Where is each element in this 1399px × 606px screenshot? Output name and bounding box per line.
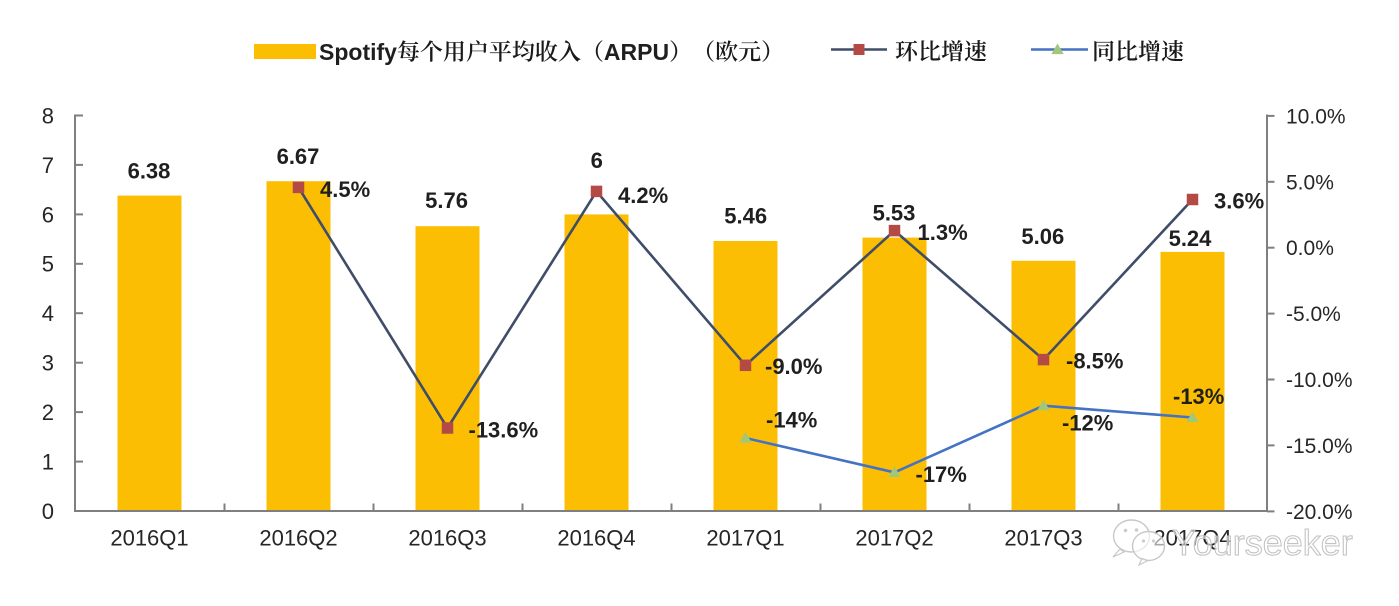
svg-text:5.76: 5.76 xyxy=(425,188,468,213)
svg-text:-8.5%: -8.5% xyxy=(1066,349,1123,374)
svg-text:7: 7 xyxy=(42,153,54,178)
svg-text:3.6%: 3.6% xyxy=(1214,188,1264,213)
svg-text:6: 6 xyxy=(591,148,603,173)
svg-text:ARPU: ARPU xyxy=(604,39,669,65)
svg-text:5: 5 xyxy=(42,252,54,277)
svg-text:10.0%: 10.0% xyxy=(1286,105,1346,128)
svg-text:4: 4 xyxy=(42,301,54,326)
svg-text:2: 2 xyxy=(42,400,54,425)
svg-text:2016Q4: 2016Q4 xyxy=(557,525,635,550)
svg-text:2017Q3: 2017Q3 xyxy=(1004,525,1082,550)
svg-text:-5.0%: -5.0% xyxy=(1286,303,1341,326)
svg-text:-12%: -12% xyxy=(1062,410,1113,435)
svg-text:-14%: -14% xyxy=(766,407,817,432)
svg-text:5.06: 5.06 xyxy=(1021,224,1064,249)
svg-text:6: 6 xyxy=(42,202,54,227)
svg-text:2016Q1: 2016Q1 xyxy=(110,525,188,550)
svg-text:2017Q2: 2017Q2 xyxy=(855,525,933,550)
svg-text:-9.0%: -9.0% xyxy=(765,354,822,379)
svg-text:3: 3 xyxy=(42,351,54,376)
svg-text:1.3%: 1.3% xyxy=(918,220,968,245)
svg-text:-10.0%: -10.0% xyxy=(1286,369,1353,392)
svg-text:-13.6%: -13.6% xyxy=(469,417,539,442)
svg-text:4.2%: 4.2% xyxy=(618,183,668,208)
svg-text:-15.0%: -15.0% xyxy=(1286,435,1353,458)
svg-text:2016Q2: 2016Q2 xyxy=(259,525,337,550)
svg-text:-13%: -13% xyxy=(1173,384,1224,409)
svg-text:0: 0 xyxy=(42,499,54,524)
svg-text:5.53: 5.53 xyxy=(873,201,916,226)
svg-text:2017Q1: 2017Q1 xyxy=(706,525,784,550)
svg-text:8: 8 xyxy=(42,103,54,128)
svg-text:5.0%: 5.0% xyxy=(1286,171,1334,194)
svg-text:0.0%: 0.0% xyxy=(1286,237,1334,260)
svg-text:1: 1 xyxy=(42,450,54,475)
svg-text:5.24: 5.24 xyxy=(1169,226,1213,251)
svg-text:Spotify: Spotify xyxy=(319,39,397,65)
svg-text:-17%: -17% xyxy=(916,462,967,487)
svg-text:Yourseeker: Yourseeker xyxy=(1172,522,1353,563)
svg-text:2017Q4: 2017Q4 xyxy=(1153,525,1231,550)
svg-text:4.5%: 4.5% xyxy=(320,177,370,202)
svg-text:2016Q3: 2016Q3 xyxy=(408,525,486,550)
svg-text:6.38: 6.38 xyxy=(128,158,171,183)
svg-text:5.46: 5.46 xyxy=(724,204,767,229)
svg-text:-20.0%: -20.0% xyxy=(1286,501,1353,524)
svg-text:6.67: 6.67 xyxy=(277,144,320,169)
